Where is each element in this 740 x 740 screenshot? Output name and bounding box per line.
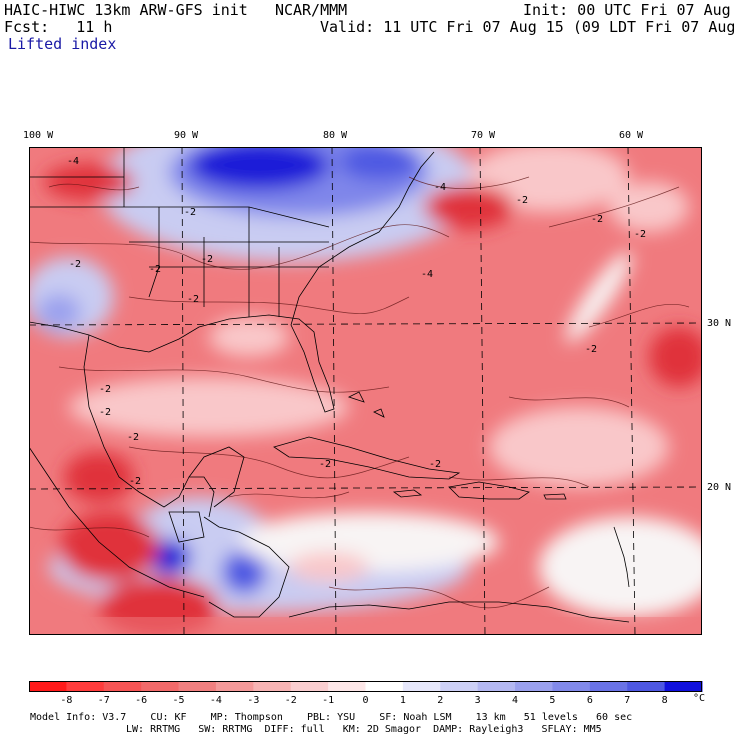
contour-label: -2 [127,432,139,443]
map-svg: -4 -2 -2 -2 -2 -4 -4 -2 -2 -2 -2 -2 -2 -… [29,147,702,635]
init-time: Init: 00 UTC Fri 07 Aug 15 [523,1,740,19]
contour-label: -4 [434,182,446,193]
colorbar-swatch [552,681,591,692]
colorbar-swatch [66,681,105,692]
model-info-line2: LW: RRTMG SW: RRTMG DIFF: full KM: 2D Sm… [126,724,602,735]
contour-label: -2 [187,294,199,305]
org-label: NCAR/MMM [274,1,348,19]
contour-label: -2 [69,259,81,270]
colorbar-tick-label: 5 [549,695,555,705]
contour-label: -2 [99,384,111,395]
colorbar-tick-label: -3 [247,695,259,705]
colorbar-tick-label: 6 [587,695,593,705]
colorbar-swatch [627,681,666,692]
colorbar-unit: °C [693,693,706,704]
colorbar-tick-label: -4 [210,695,222,705]
colorbar-swatch [328,681,366,692]
contour-label: -2 [319,459,331,470]
contour-lines [29,176,690,609]
colorbar-swatch [29,681,67,692]
contour-label: -2 [585,344,597,355]
latlon-grid [29,147,702,635]
contour-label: -2 [129,476,141,487]
colorbar-tick-label: -2 [285,695,297,705]
colorbar-swatch [440,681,479,692]
colorbar-frame [29,681,702,692]
coastlines [29,147,630,623]
colorbar-swatch [141,681,180,692]
model-title: HAIC-HIWC 13km ARW-GFS init NCAR/MMM [4,1,348,19]
lat-label-20n: 20 N [707,482,732,493]
lifted-index-map: -4 -2 -2 -2 -2 -4 -4 -2 -2 -2 -2 -2 -2 -… [29,147,702,635]
colorbar-swatch [178,681,217,692]
colorbar-tick-label: -8 [60,695,72,705]
contour-label: -2 [591,214,603,225]
colorbar-tick-label: 0 [362,695,368,705]
contour-label: -2 [149,264,161,275]
contour-label: -4 [421,269,433,280]
colorbar-swatch [402,681,441,692]
colorbar-tick-label: 4 [512,695,518,705]
contour-label: -2 [201,254,213,265]
field-name: Lifted index [8,35,117,53]
colorbar-swatch [589,681,628,692]
colorbar-svg: -8 -7 -6 -5 -4 -3 -2 -1 0 1 2 3 4 5 6 7 8 [29,681,703,706]
lon-label-60w: 60 W [619,130,644,141]
lon-label-80w: 80 W [323,130,348,141]
colorbar: -8 -7 -6 -5 -4 -3 -2 -1 0 1 2 3 4 5 6 7 8 [29,681,719,709]
contour-label: -2 [634,229,646,240]
colorbar-swatch [477,681,516,692]
valid-time: Valid: 11 UTC Fri 07 Aug 15 (09 LDT Fri … [320,18,740,36]
colorbar-swatch [215,681,254,692]
colorbar-tick-label: 1 [400,695,406,705]
colorbar-tick-label: -6 [135,695,147,705]
colorbar-tick-label: 3 [475,695,481,705]
colorbar-tick-label: -5 [173,695,185,705]
colorbar-swatch [253,681,292,692]
contour-label: -2 [516,195,528,206]
forecast-hour: Fcst: 11 h [4,18,113,36]
contour-label: -2 [429,459,441,470]
colorbar-swatch [365,681,404,692]
colorbar-tick-label: -1 [322,695,334,705]
colorbar-tick-label: 2 [437,695,443,705]
colorbar-swatch [103,681,142,692]
lon-label-90w: 90 W [174,130,199,141]
lon-label-70w: 70 W [471,130,496,141]
colorbar-swatch [515,681,553,692]
colorbar-tick-label: 7 [624,695,630,705]
contour-label: -2 [99,407,111,418]
colorbar-tick-label: -7 [98,695,110,705]
colorbar-tick-label: 8 [662,695,668,705]
map-frame [29,147,702,635]
colorbar-swatch [290,681,329,692]
lat-label-30n: 30 N [707,318,732,329]
contour-label: -2 [184,207,196,218]
lon-label-100w: 100 W [23,130,54,141]
model-info-line1: Model Info: V3.7 CU: KF MP: Thompson PBL… [30,712,633,723]
contour-label-group: -4 -2 -2 -2 -2 -4 -4 -2 -2 -2 -2 -2 -2 -… [67,156,646,487]
contour-label: -4 [67,156,79,167]
colorbar-swatch [664,681,703,692]
